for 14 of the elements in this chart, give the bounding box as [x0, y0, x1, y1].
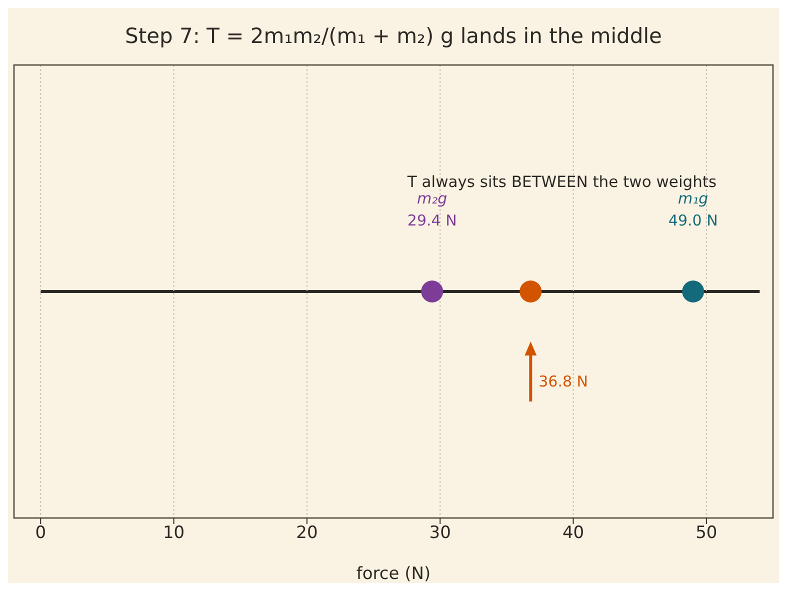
annotation: 49.0 N: [668, 212, 718, 230]
chart-title: Step 7: T = 2m₁m₂/(m₁ + m₂) g lands in the middle: [124, 24, 663, 48]
annotation: T always sits BETWEEN the two weights: [406, 173, 717, 191]
annotation: 29.4 N: [407, 212, 457, 230]
x-tick-label: 30: [429, 523, 451, 544]
x-tick-label: 10: [162, 523, 185, 544]
x-tick-label: 0: [35, 523, 46, 544]
annotation: 36.8 N: [538, 372, 588, 390]
x-tick-label: 50: [696, 523, 718, 544]
text: m₂g: [417, 190, 448, 208]
x-tick-label: 20: [296, 523, 318, 544]
x-tick-label: 40: [562, 523, 584, 544]
text: m₁g: [678, 190, 708, 208]
x-axis-title: force (N): [356, 564, 431, 584]
